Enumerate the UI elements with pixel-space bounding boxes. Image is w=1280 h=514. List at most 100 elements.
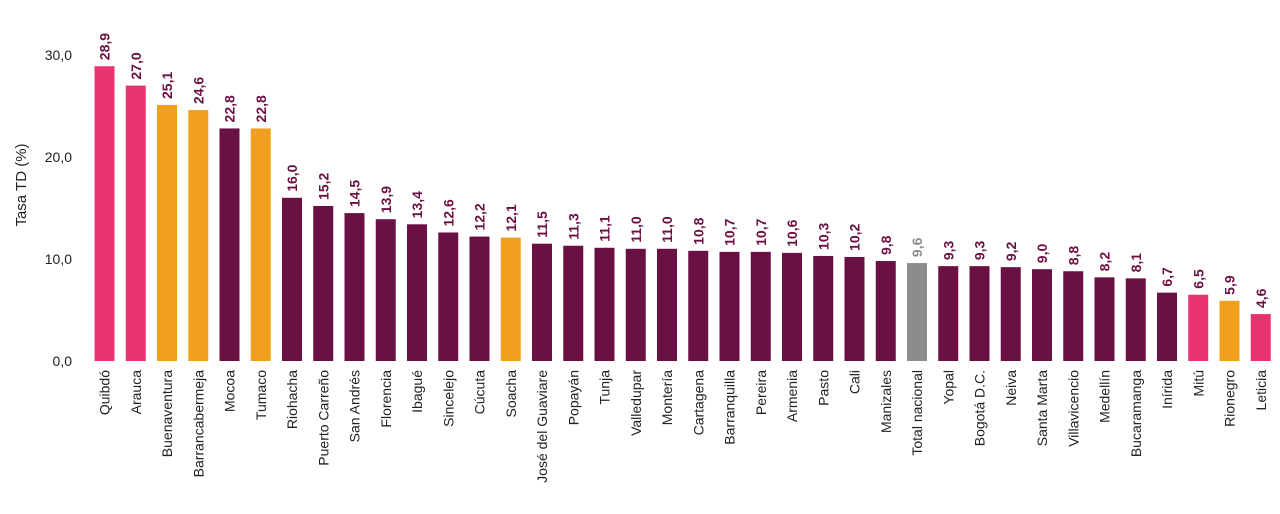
category-label: Armenia (784, 370, 800, 422)
category-label: Riohacha (284, 370, 300, 429)
category-label: Cartagena (690, 370, 706, 436)
bar (875, 261, 896, 361)
category-label: Valledupar (628, 370, 644, 436)
category-label: José del Guaviare (534, 370, 550, 483)
y-axis-ticks: 0,0 10,0 20,0 30,0 (45, 47, 72, 369)
category-label: Florencia (378, 370, 394, 428)
value-label: 13,9 (378, 186, 394, 213)
value-label: 8,1 (1128, 253, 1144, 273)
category-label: Barrancabermeja (190, 370, 206, 478)
category-label: Cúcuta (472, 370, 488, 415)
value-label: 6,5 (1190, 269, 1206, 289)
bar (782, 252, 802, 361)
bar (969, 266, 990, 361)
category-label: San Andrés (347, 370, 363, 442)
category-label: Leticia (1253, 370, 1269, 411)
bar (594, 247, 615, 361)
value-label: 15,2 (315, 172, 331, 199)
value-label: 11,3 (565, 213, 581, 240)
category-label: Pasto (815, 370, 831, 406)
value-label: 8,8 (1065, 246, 1081, 266)
value-label: 24,6 (190, 77, 206, 104)
category-label: Manizales (878, 370, 894, 433)
bar (344, 213, 365, 361)
category-label: Soacha (503, 370, 519, 418)
category-label: Tumaco (253, 370, 269, 420)
bar (313, 205, 334, 361)
bar (563, 245, 584, 361)
value-labels-group: 28,9 27,0 25,1 24,6 22,8 22,8 16,0 15,2 14,5 13,9… (97, 33, 1269, 308)
bar (907, 263, 927, 361)
value-label: 10,7 (753, 218, 769, 245)
bar (750, 251, 771, 361)
bar (125, 85, 146, 361)
bar (719, 251, 740, 361)
bar (657, 248, 677, 361)
value-label: 9,0 (1034, 244, 1050, 264)
category-label: Arauca (128, 370, 144, 415)
bar (1032, 269, 1052, 361)
category-label: Bucaramanga (1128, 370, 1144, 457)
value-label: 10,3 (815, 222, 831, 249)
value-label: 10,7 (722, 218, 738, 245)
value-label: 4,6 (1253, 288, 1269, 308)
value-label: 14,5 (347, 180, 363, 207)
bar (1063, 271, 1084, 361)
value-label: 11,1 (597, 215, 613, 242)
value-label: 13,4 (409, 191, 425, 218)
bar (813, 255, 834, 361)
bar (1250, 314, 1271, 361)
bar (625, 248, 646, 361)
category-label: Popayán (565, 370, 581, 425)
value-label: 6,7 (1159, 267, 1175, 287)
category-label: Tunja (597, 370, 613, 405)
bar (469, 236, 490, 361)
y-tick-label: 20,0 (45, 149, 72, 165)
bar (1094, 277, 1115, 361)
y-tick-label: 0,0 (53, 353, 73, 369)
y-tick-label: 10,0 (45, 251, 72, 267)
value-label: 12,1 (503, 204, 519, 231)
bar (438, 232, 459, 361)
value-label: 5,9 (1222, 275, 1238, 295)
category-label: Rionegro (1222, 370, 1238, 427)
category-label: Mitú (1190, 370, 1206, 396)
bar (1125, 278, 1146, 361)
bar (94, 66, 115, 361)
bar (282, 197, 302, 361)
value-label: 22,8 (253, 95, 269, 122)
value-label: 10,2 (847, 223, 863, 250)
value-label: 16,0 (284, 164, 300, 191)
bar (532, 243, 552, 361)
category-label: Neiva (1003, 370, 1019, 406)
bar (938, 266, 959, 361)
bar (375, 219, 396, 361)
bar (250, 128, 271, 361)
bar (500, 237, 521, 361)
value-label: 11,0 (628, 216, 644, 243)
bar (157, 104, 177, 361)
category-label: Bogotá D.C. (972, 370, 988, 446)
category-label: Puerto Carreño (315, 370, 331, 466)
value-label: 12,6 (440, 199, 456, 226)
value-label: 27,0 (128, 52, 144, 79)
category-label: Montería (659, 370, 675, 425)
category-label: Ibagué (409, 370, 425, 413)
value-label: 10,6 (784, 219, 800, 246)
value-label: 25,1 (159, 72, 175, 99)
category-label: Pereira (753, 370, 769, 415)
value-label: 11,0 (659, 216, 675, 243)
category-label: Sincelejo (440, 370, 456, 427)
bar (219, 128, 240, 361)
bar (1219, 300, 1240, 361)
value-label: 8,2 (1097, 252, 1113, 272)
bar (1157, 292, 1177, 361)
bar (188, 110, 209, 361)
value-label: 9,6 (909, 237, 925, 257)
y-axis-label: Tasa TD (%) (13, 143, 30, 226)
value-label: 12,2 (472, 203, 488, 230)
category-label: Medellín (1097, 370, 1113, 423)
bar (1188, 294, 1209, 361)
value-label: 9,3 (972, 240, 988, 260)
